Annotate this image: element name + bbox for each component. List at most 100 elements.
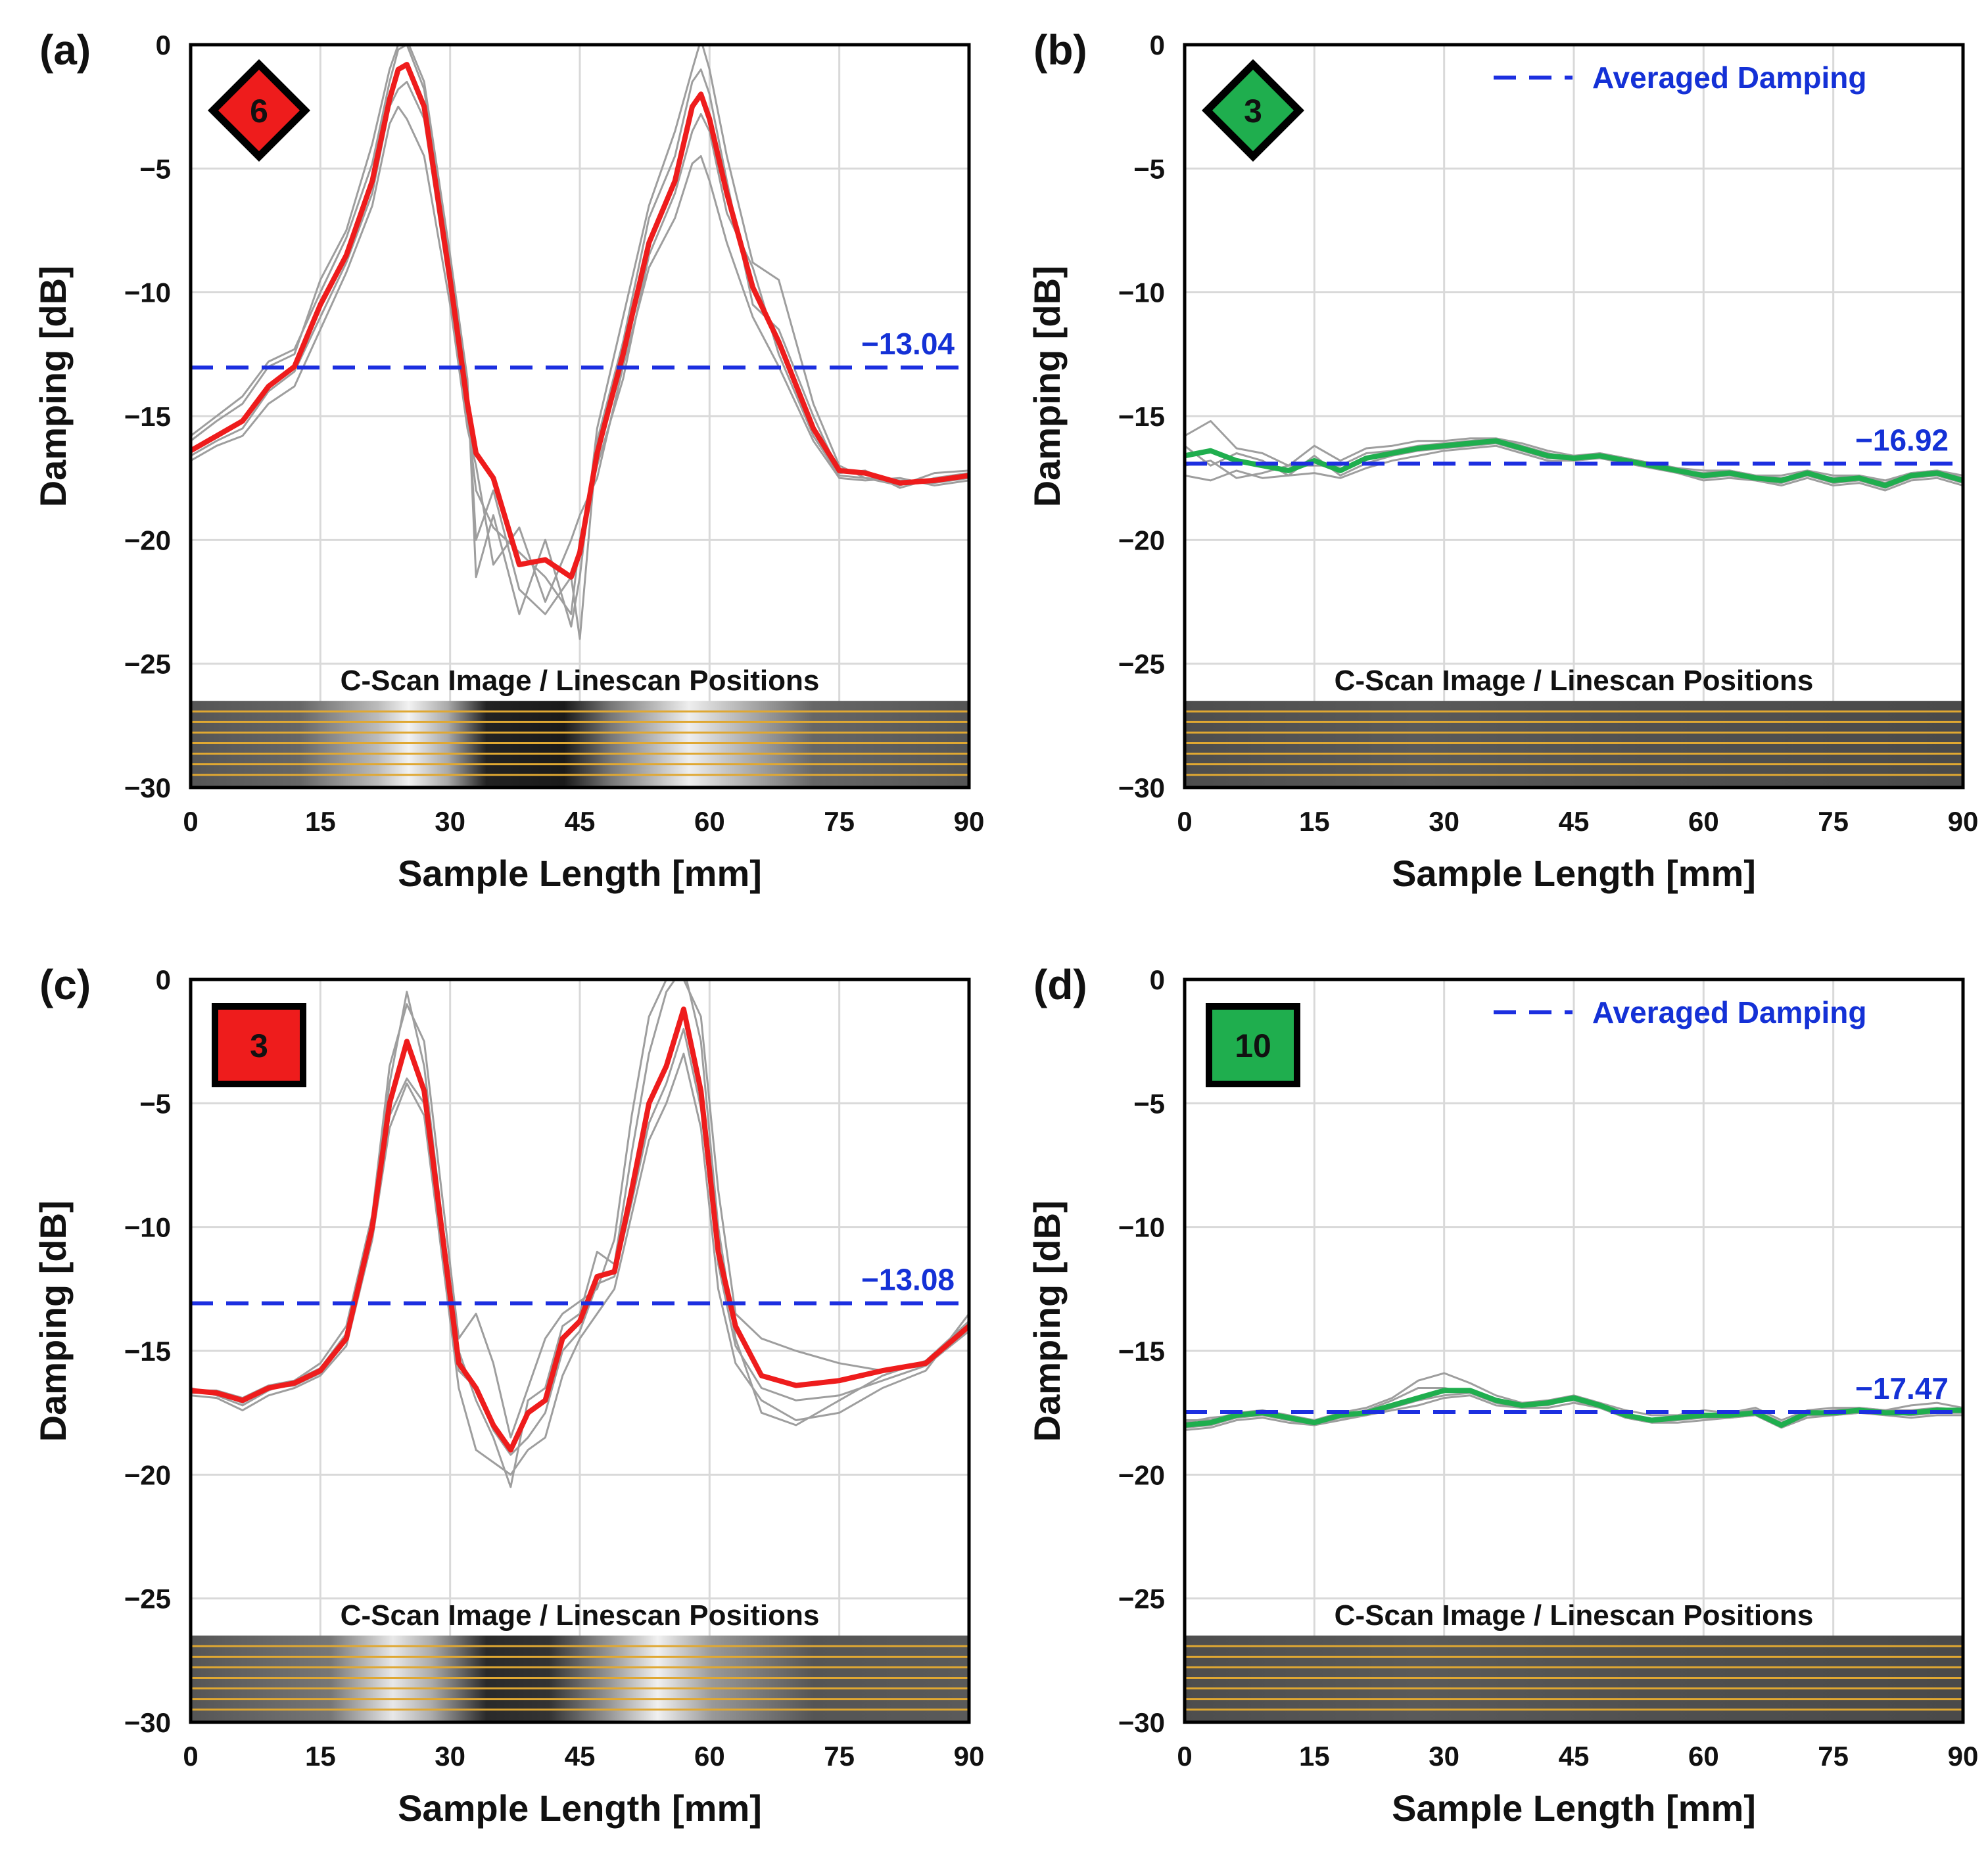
x-axis-title: Sample Length [mm] — [398, 1787, 762, 1829]
y-tick-label: −30 — [1118, 1707, 1165, 1738]
cscan-caption: C-Scan Image / Linescan Positions — [341, 665, 820, 697]
panel-label: (a) — [39, 26, 91, 74]
plot-frame — [1183, 43, 1965, 789]
x-tick-label: 30 — [1429, 806, 1459, 837]
y-tick-label: 0 — [156, 964, 171, 995]
series-group — [1185, 420, 1963, 492]
x-axis-title: Sample Length [mm] — [398, 853, 762, 894]
x-tick-label: 45 — [565, 806, 596, 837]
series-mean-line — [191, 62, 969, 580]
cscan-image — [191, 701, 969, 788]
y-tick-label: 0 — [1150, 964, 1165, 995]
y-axis-title: Damping [dB] — [1026, 1200, 1068, 1442]
y-tick-label: 0 — [1150, 30, 1165, 60]
panel-b: C-Scan Image / Linescan Positions −16.92 0… — [1026, 26, 1978, 894]
y-tick-label: −10 — [1118, 277, 1165, 308]
y-tick-label: −20 — [1118, 525, 1165, 555]
y-tick-label: −25 — [1118, 1584, 1165, 1614]
x-tick-label: 75 — [1818, 1741, 1849, 1772]
cscan-image — [191, 1635, 969, 1722]
badge-square — [1212, 1010, 1294, 1081]
x-tick-label: 60 — [1688, 1741, 1719, 1772]
legend-label: Averaged Damping — [1592, 60, 1867, 95]
panel-label: (c) — [39, 961, 91, 1008]
x-tick-label: 30 — [435, 806, 465, 837]
x-tick-label: 15 — [305, 806, 336, 837]
badge-diamond — [218, 70, 300, 151]
x-tick-label: 30 — [435, 1741, 465, 1772]
cscan-caption: C-Scan Image / Linescan Positions — [1335, 1599, 1814, 1632]
legend-label: Averaged Damping — [1592, 995, 1867, 1029]
x-tick-label: 60 — [1688, 806, 1719, 837]
series-linescan-1 — [191, 45, 969, 628]
panel-label: (b) — [1033, 26, 1087, 74]
badge-diamond — [1212, 70, 1294, 151]
cscan-caption: C-Scan Image / Linescan Positions — [341, 1599, 820, 1632]
x-tick-label: 15 — [305, 1741, 336, 1772]
plot-frame — [1183, 977, 1965, 1724]
panel-c: C-Scan Image / Linescan Positions −13.08 0… — [32, 961, 984, 1829]
x-tick-label: 90 — [1948, 806, 1979, 837]
y-tick-label: −30 — [124, 772, 171, 803]
x-tick-label: 45 — [565, 1741, 596, 1772]
x-tick-label: 60 — [694, 806, 725, 837]
y-tick-label: −30 — [1118, 772, 1165, 803]
y-tick-label: −15 — [124, 1336, 171, 1367]
y-tick-label: −25 — [1118, 649, 1165, 680]
panel-d: C-Scan Image / Linescan Positions −17.47 0… — [1026, 961, 1978, 1829]
x-tick-label: 75 — [824, 806, 855, 837]
series-mean-line — [191, 1006, 969, 1453]
x-tick-label: 30 — [1429, 1741, 1459, 1772]
badge-square — [218, 1010, 300, 1081]
x-tick-label: 90 — [954, 806, 985, 837]
x-tick-label: 45 — [1559, 806, 1590, 837]
y-tick-label: −10 — [124, 1212, 171, 1243]
panel-a: C-Scan Image / Linescan Positions −13.04 0… — [32, 26, 984, 894]
y-tick-label: −15 — [124, 401, 171, 432]
x-tick-label: 90 — [1948, 1741, 1979, 1772]
y-tick-label: −20 — [124, 1459, 171, 1490]
series-mean-line — [1185, 438, 1963, 488]
panel-label: (d) — [1033, 961, 1087, 1008]
series-group — [191, 979, 969, 1488]
series-linescan-2 — [191, 1052, 969, 1476]
y-tick-label: −25 — [124, 1584, 171, 1614]
x-tick-label: 0 — [183, 1741, 198, 1772]
x-tick-label: 75 — [1818, 806, 1849, 837]
y-tick-label: 0 — [156, 30, 171, 60]
averaged-damping-value: −17.47 — [1855, 1371, 1949, 1405]
y-tick-label: −15 — [1118, 401, 1165, 432]
plot-frame — [189, 977, 971, 1724]
y-tick-label: −25 — [124, 649, 171, 680]
series-group — [191, 45, 969, 640]
badge-value: 10 — [1235, 1027, 1271, 1064]
averaged-damping-value: −13.04 — [861, 327, 955, 361]
series-linescan-1 — [191, 979, 969, 1439]
y-tick-label: −5 — [1133, 1088, 1165, 1119]
x-tick-label: 15 — [1299, 806, 1330, 837]
y-tick-label: −5 — [139, 1088, 171, 1119]
y-tick-label: −10 — [1118, 1212, 1165, 1243]
y-tick-label: −15 — [1118, 1336, 1165, 1367]
badge-value: 3 — [250, 1027, 268, 1064]
x-tick-label: 75 — [824, 1741, 855, 1772]
y-tick-label: −30 — [124, 1707, 171, 1738]
x-tick-label: 0 — [1177, 1741, 1192, 1772]
plot-frame — [189, 43, 971, 789]
y-tick-label: −5 — [1133, 153, 1165, 184]
averaged-damping-value: −13.08 — [861, 1263, 955, 1297]
y-tick-label: −20 — [124, 525, 171, 555]
y-axis-title: Damping [dB] — [32, 266, 74, 507]
x-tick-label: 0 — [183, 806, 198, 837]
badge-value: 3 — [1244, 93, 1262, 129]
y-tick-label: −20 — [1118, 1459, 1165, 1490]
badge-value: 6 — [250, 93, 268, 129]
x-tick-label: 60 — [694, 1741, 725, 1772]
y-axis-title: Damping [dB] — [1026, 266, 1068, 507]
cscan-image — [1185, 1635, 1963, 1722]
y-axis-title: Damping [dB] — [32, 1200, 74, 1442]
x-axis-title: Sample Length [mm] — [1392, 853, 1756, 894]
series-linescan-4 — [191, 81, 969, 615]
x-tick-label: 15 — [1299, 1741, 1330, 1772]
